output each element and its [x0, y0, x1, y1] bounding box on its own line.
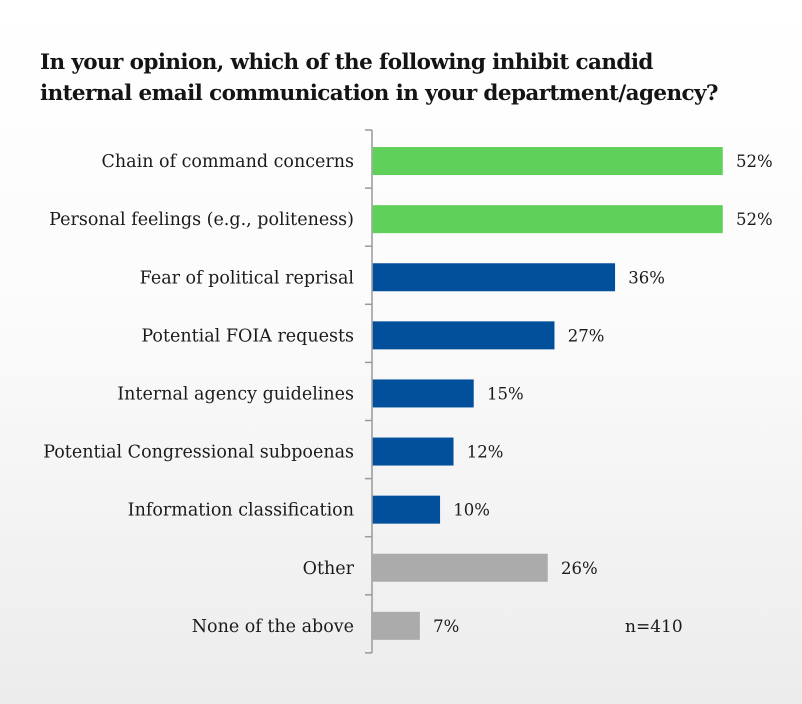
category-label: Potential Congressional subpoenas — [43, 443, 354, 463]
category-label: Information classification — [128, 501, 354, 521]
category-label: Personal feelings (e.g., politeness) — [49, 210, 354, 230]
chart-title: In your opinion, which of the following … — [40, 47, 800, 109]
bar — [372, 553, 548, 582]
bar — [372, 205, 723, 234]
value-label: 7% — [433, 617, 459, 636]
bar — [372, 379, 474, 408]
value-labels: 52% 52% 36% 27% 15% 12% 10% 26% 7% — [433, 152, 773, 636]
category-label: None of the above — [192, 617, 354, 637]
bar — [372, 437, 454, 466]
category-label: Potential FOIA requests — [141, 326, 354, 346]
bar — [372, 611, 420, 640]
value-label: 36% — [628, 268, 665, 287]
value-label: 52% — [736, 152, 773, 171]
category-labels: Chain of command concerns Personal feelin… — [43, 152, 354, 637]
bar — [372, 495, 441, 524]
value-label: 27% — [568, 326, 605, 345]
bars — [372, 147, 723, 640]
category-label: Other — [303, 559, 355, 579]
category-label: Chain of command concerns — [102, 152, 354, 172]
y-axis — [365, 129, 373, 654]
value-label: 15% — [487, 384, 524, 403]
value-label: 12% — [467, 443, 504, 462]
chart-title-line-2: internal email communication in your dep… — [40, 81, 718, 106]
bar — [372, 263, 616, 292]
bar — [372, 147, 723, 176]
value-label: 10% — [453, 501, 490, 520]
category-label: Internal agency guidelines — [117, 384, 354, 404]
chart-title-line-1: In your opinion, which of the following … — [40, 50, 653, 75]
category-label: Fear of political reprisal — [140, 268, 355, 288]
value-label: 26% — [561, 559, 598, 578]
sample-size-annotation: n=410 — [625, 617, 683, 637]
value-label: 52% — [736, 210, 773, 229]
bar — [372, 321, 555, 350]
